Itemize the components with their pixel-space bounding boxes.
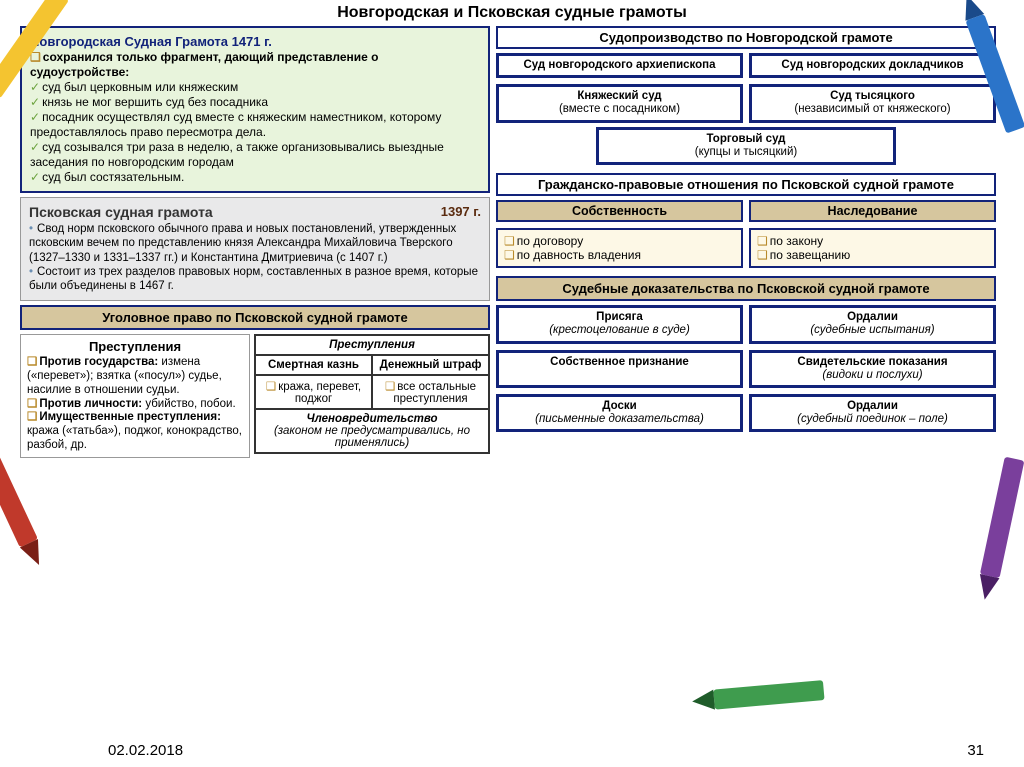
crime-group-h: Имущественные преступления: bbox=[27, 411, 221, 423]
court-cell: Суд новгородских докладчиков bbox=[749, 53, 996, 78]
evidence-cell: Ордалии(судебные испытания) bbox=[749, 305, 996, 343]
crime-group-t: убийство, побои. bbox=[145, 398, 235, 410]
evidence-cell: Собственное признание bbox=[496, 350, 743, 388]
court-bottom: Торговый суд(купцы и тысяцкий) bbox=[596, 127, 896, 165]
novgorod-point: князь не мог вершить суд без посадника bbox=[30, 95, 480, 110]
footer: 02.02.2018 31 bbox=[108, 742, 984, 759]
court-cell: Суд тысяцкого(независимый от княжеского) bbox=[749, 84, 996, 122]
punish-header: Преступления bbox=[255, 335, 489, 355]
footer-date: 02.02.2018 bbox=[108, 742, 183, 759]
crayon-purple bbox=[962, 455, 1024, 620]
court-cell: Княжеский суд(вместе с посадником) bbox=[496, 84, 743, 122]
criminal-header: Уголовное право по Псковской судной грам… bbox=[20, 305, 490, 330]
crime-group-h: Против личности: bbox=[27, 398, 142, 410]
evidence-cell: Доски(письменные доказательства) bbox=[496, 394, 743, 432]
evidence-cell: Присяга(крестоцелование в суде) bbox=[496, 305, 743, 343]
crimes-header: Преступления bbox=[27, 339, 243, 357]
left-column: Новгородская Судная Грамота 1471 г. сохр… bbox=[20, 26, 490, 458]
crime-group-t: кража («татьба»), поджог, конокрадство, … bbox=[27, 425, 242, 451]
novgorod-intro: сохранился только фрагмент, дающий предс… bbox=[30, 50, 480, 80]
evidence-cell: Ордалии(судебный поединок – поле) bbox=[749, 394, 996, 432]
novgorod-header: Новгородская Судная Грамота 1471 г. bbox=[30, 34, 480, 50]
novgorod-point: посадник осуществлял суд вместе с княжес… bbox=[30, 110, 480, 140]
page-title: Новгородская и Псковская судные грамоты bbox=[0, 0, 1024, 26]
crimes-box: Преступления Против государства: измена … bbox=[20, 334, 250, 458]
novgorod-box: Новгородская Судная Грамота 1471 г. сохр… bbox=[20, 26, 490, 193]
pskov-bullet: Свод норм псковского обычного права и но… bbox=[29, 222, 481, 265]
novgorod-point: суд созывался три раза в неделю, а также… bbox=[30, 140, 480, 170]
courts-header: Судопроизводство по Новгородской грамоте bbox=[496, 26, 996, 49]
pskov-bullet: Состоит из трех разделов правовых норм, … bbox=[29, 265, 481, 294]
pskov-box: 1397 г. Псковская судная грамота Свод но… bbox=[20, 197, 490, 300]
pskov-header: Псковская судная грамота bbox=[29, 204, 481, 222]
punish-footer-i: (законом не предусматривались, но примен… bbox=[274, 425, 470, 449]
pskov-year: 1397 г. bbox=[441, 204, 481, 220]
civil-left-h: Собственность bbox=[496, 200, 743, 222]
evidence-header: Судебные доказательства по Псковской суд… bbox=[496, 276, 996, 301]
punish-cell2: все остальные преступления bbox=[385, 381, 476, 405]
punish-col1: Смертная казнь bbox=[255, 355, 372, 375]
civil-left-items: по договору по давность владения bbox=[496, 228, 743, 268]
punish-col2: Денежный штраф bbox=[372, 355, 489, 375]
novgorod-point: суд был церковным или княжеским bbox=[30, 80, 480, 95]
civil-right-items: по закону по завещанию bbox=[749, 228, 996, 268]
civil-header: Гражданско-правовые отношения по Псковск… bbox=[496, 173, 996, 196]
crayon-green bbox=[663, 670, 826, 724]
novgorod-point: суд был состязательным. bbox=[30, 170, 480, 185]
punish-cell1: кража, перевет, поджог bbox=[266, 381, 361, 405]
punish-footer-b: Членовредительство bbox=[306, 413, 437, 425]
crime-group-h: Против государства: bbox=[27, 356, 158, 368]
evidence-cell: Свидетельские показания(видоки и послухи… bbox=[749, 350, 996, 388]
footer-page: 31 bbox=[967, 742, 984, 759]
punishment-table: Преступления Смертная казнь Денежный штр… bbox=[254, 334, 490, 458]
court-cell: Суд новгородского архиепископа bbox=[496, 53, 743, 78]
right-column: Судопроизводство по Новгородской грамоте… bbox=[496, 26, 996, 458]
civil-right-h: Наследование bbox=[749, 200, 996, 222]
